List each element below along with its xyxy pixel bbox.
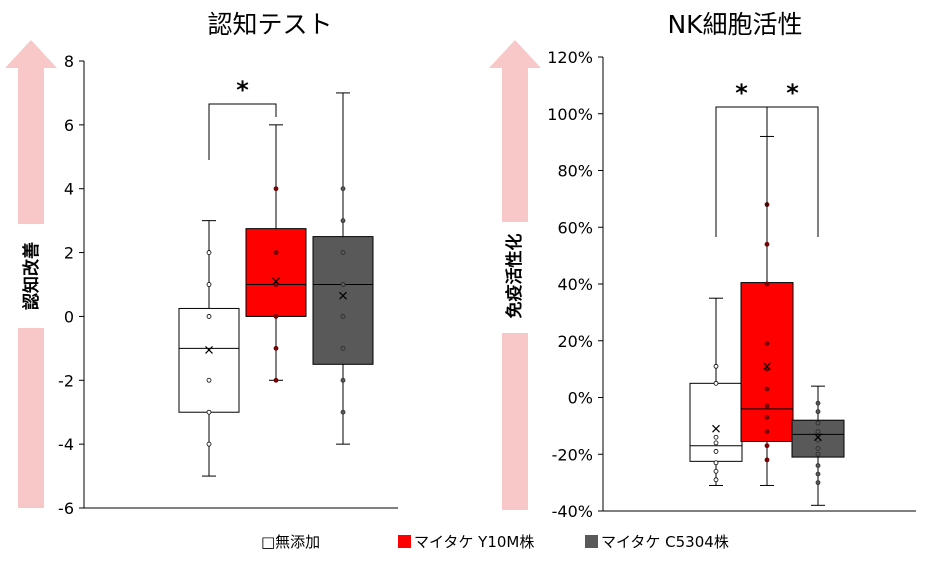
right-box-c5304-data-point (815, 471, 821, 477)
right-box-c5304-data-point (815, 409, 821, 415)
left-box-c5304-data-point (340, 409, 346, 415)
right-box-no-additive-data-point (713, 449, 719, 454)
right-box-no-additive-data-point (713, 468, 719, 474)
legend-label-y10m: マイタケ Y10M株 (414, 533, 535, 551)
left-box-no-additive-data-point (206, 377, 212, 383)
right-immune-arrow (489, 40, 541, 510)
left-y-tick-label: -6 (58, 499, 74, 518)
left-box-no-additive-data-point (206, 314, 212, 319)
left-y-tick-label: -2 (58, 371, 74, 390)
left-box-c5304-data-point (340, 282, 346, 287)
legend: □無添加 マイタケ Y10M株 マイタケ C5304株 (0, 531, 926, 557)
left-y-tick-label: 6 (64, 116, 74, 135)
legend-label-no-additive: □無添加 (261, 533, 321, 551)
right-box-c5304-data-point (815, 463, 821, 469)
left-box-y10m-data-point (273, 186, 279, 192)
left-significance-bracket (208, 103, 277, 160)
left-box-no-additive-data-point (206, 282, 212, 287)
legend-item-no-additive: □無添加 (261, 531, 320, 552)
left-box-c5304-iqr-box (312, 236, 374, 365)
right-box-c5304-data-point (815, 429, 821, 434)
left-box-no-additive-iqr-box (178, 307, 240, 413)
right-box-c5304-mean-marker (814, 433, 822, 442)
left-box-y10m-data-point (273, 314, 279, 319)
right-box-no-additive-iqr-box (689, 382, 743, 462)
left-box-y10m-data-point (273, 282, 279, 287)
right-box-no-additive-data-point (713, 440, 719, 446)
right-chart-title: NK細胞活性 (667, 10, 802, 39)
left-chart-title: 認知テスト (207, 10, 332, 39)
left-box-c5304-data-point (340, 377, 346, 383)
right-y-tick-label: -20% (552, 445, 593, 464)
left-y-tick-label: 2 (64, 244, 74, 263)
right-box-no-additive-mean-marker (712, 424, 720, 433)
left-y-tick-label: 8 (64, 52, 74, 71)
legend-item-y10m: マイタケ Y10M株 (398, 531, 534, 552)
right-box-c5304-data-point (815, 400, 821, 406)
right-box-no-additive-data-point (713, 363, 719, 369)
right-box-y10m-data-point (764, 386, 770, 392)
right-box-c5304-data-point (815, 480, 821, 486)
left-box-c5304-data-point (340, 186, 346, 192)
right-y-tick-label: 80% (557, 162, 593, 181)
right-box-y10m-data-point (764, 457, 770, 463)
left-box-y10m-data-point (273, 250, 279, 255)
right-y-tick-label: 120% (547, 48, 593, 67)
left-y-tick-label: 0 (64, 307, 74, 326)
right-box-c5304-data-point (815, 446, 821, 451)
legend-swatch-c5304 (585, 535, 598, 548)
left-box-no-additive-data-point (206, 409, 212, 415)
right-box-no-additive-data-point (713, 460, 719, 466)
left-box-no-additive-data-point (206, 250, 212, 255)
right-box-y10m-data-point (764, 341, 770, 346)
left-box-no-additive-data-point (206, 441, 212, 447)
left-chart-plot: -6 -4 -2 0 2 4 6 8 * (58, 52, 398, 518)
left-box-no-additive-mean-marker (205, 346, 213, 354)
right-box-y10m-data-point (764, 414, 770, 420)
right-box-c5304-data-point (815, 451, 821, 457)
right-box-y10m-data-point (764, 403, 770, 409)
right-box-no-additive-data-point (713, 477, 719, 483)
right-box-y10m-data-point (764, 429, 770, 434)
right-box-no-additive-data-point (713, 380, 719, 386)
right-y-tick-label: 40% (557, 275, 593, 294)
left-y-axis-label: 認知改善 (21, 242, 42, 310)
left-box-y10m-data-point (273, 377, 279, 383)
right-box-y10m-data-point (764, 241, 770, 247)
left-box-y10m-data-point (273, 345, 279, 351)
legend-item-c5304: マイタケ C5304株 (585, 531, 729, 552)
right-y-axis-label: 免疫活性化 (504, 234, 525, 319)
right-y-tick-label: 0% (568, 389, 593, 408)
right-box-y10m-mean-marker (763, 362, 771, 371)
left-y-tick-label: -4 (58, 435, 74, 454)
left-box-c5304-data-point (340, 250, 346, 255)
chart-canvas: 認知テスト 認知改善 NK細胞活性 免疫活性化 -6 -4 -2 0 2 4 6 8 * -40… (5, 10, 916, 521)
left-box-c5304-mean-marker (339, 291, 347, 300)
legend-label-c5304: マイタケ C5304株 (601, 533, 729, 551)
right-box-c5304-data-point (815, 420, 821, 426)
right-significance-star: * (735, 79, 748, 107)
legend-swatch-y10m (398, 535, 411, 548)
right-box-y10m-data-point (764, 281, 770, 287)
right-significance-bracket (715, 106, 768, 237)
right-y-tick-label: 60% (557, 218, 593, 237)
right-chart-plot: -40% -20% 0% 20% 40% 60% 80% 100% 120% * * (547, 48, 916, 521)
right-significance-star: * (786, 79, 799, 107)
left-box-c5304-data-point (340, 314, 346, 319)
left-improvement-arrow (5, 40, 57, 508)
left-box-c5304-data-point (340, 218, 346, 224)
left-y-tick-label: 4 (64, 180, 74, 199)
right-y-tick-label: -40% (552, 502, 593, 521)
left-box-y10m-mean-marker (272, 277, 280, 286)
left-box-c5304-data-point (340, 345, 346, 351)
left-significance-star: * (236, 76, 249, 104)
right-box-y10m-data-point (764, 443, 770, 449)
right-box-no-additive-data-point (713, 434, 719, 440)
right-y-tick-label: 100% (547, 105, 593, 124)
right-y-tick-label: 20% (557, 332, 593, 351)
left-box-y10m-iqr-box (245, 228, 307, 317)
right-significance-bracket (766, 106, 819, 237)
